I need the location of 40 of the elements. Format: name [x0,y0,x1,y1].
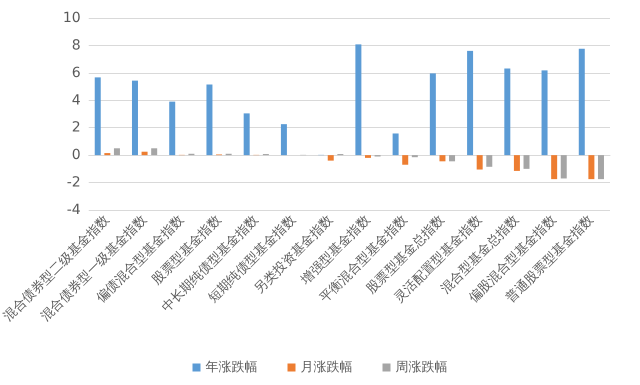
bar [476,155,483,170]
legend-label: 周涨跌幅 [396,360,448,375]
bar [142,152,148,156]
bar [598,155,604,180]
bar [169,102,176,156]
bar [392,133,399,156]
y-tick-label: 8 [72,37,81,54]
bar [364,155,371,158]
y-tick-label: 4 [72,92,81,108]
bar [449,155,456,162]
legend-label: 月涨跌幅 [300,360,352,375]
bar [328,155,334,161]
bar [578,48,585,156]
y-tick-label: -4 [66,202,81,218]
y-tick-label: 10 [62,10,81,26]
bar [551,155,558,180]
y-tick-label: 2 [72,120,81,136]
bar [114,148,120,156]
bar [467,50,474,156]
bar [132,80,138,156]
bar [504,68,510,156]
bar [151,148,158,156]
bar [588,155,594,180]
bar [430,73,436,156]
bar [94,77,101,156]
bar [355,44,362,156]
bar [486,155,492,167]
legend-label: 年涨跌幅 [206,360,258,375]
y-tick-label: -2 [66,174,81,191]
bar [206,84,212,156]
bar [514,155,520,171]
y-tick-label: 6 [72,64,81,81]
bar [439,155,446,162]
bar [280,124,287,156]
bar [560,155,567,178]
y-tick-label: 0 [72,147,81,164]
bar [524,155,530,169]
bar [402,155,408,165]
bar [244,113,250,156]
bar [542,70,548,156]
